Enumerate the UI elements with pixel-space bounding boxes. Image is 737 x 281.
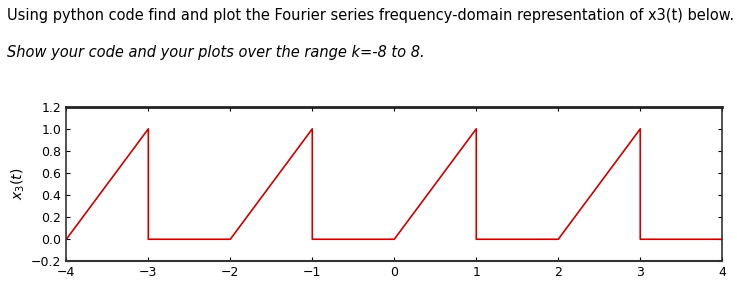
Y-axis label: $x_3(t)$: $x_3(t)$ (10, 168, 27, 200)
Text: Show your code and your plots over the range k=-8 to 8.: Show your code and your plots over the r… (7, 45, 425, 60)
Text: Using python code find and plot the Fourier series frequency-domain representati: Using python code find and plot the Four… (7, 8, 735, 23)
